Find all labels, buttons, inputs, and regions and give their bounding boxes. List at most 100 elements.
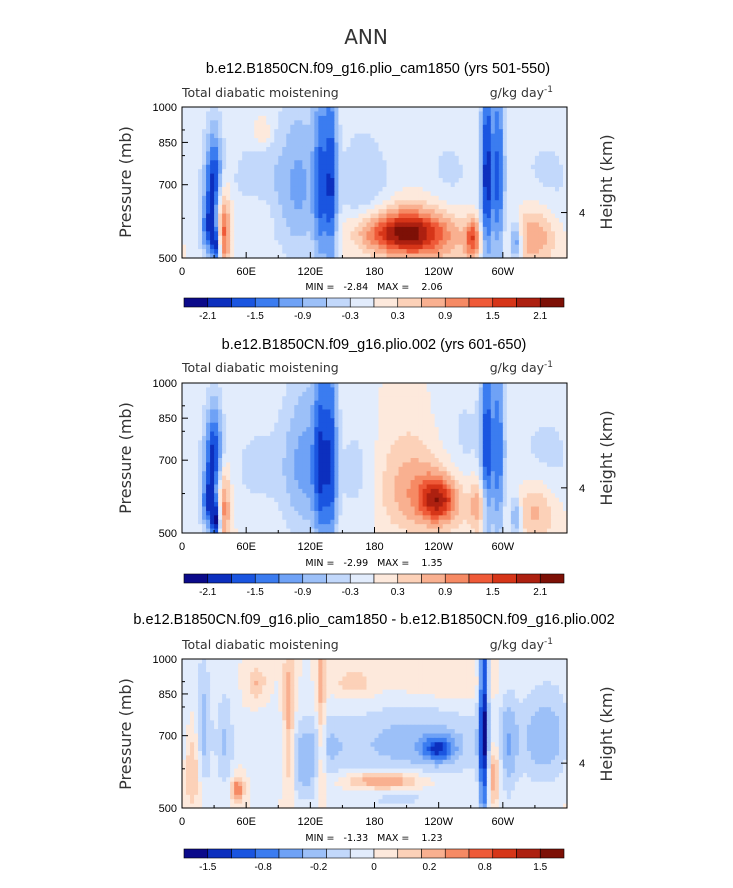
heatmap-cell xyxy=(534,160,540,166)
heatmap-cell xyxy=(490,409,496,415)
heatmap-cell xyxy=(474,204,480,210)
heatmap-cell xyxy=(294,449,299,455)
heatmap-cell xyxy=(546,182,552,188)
heatmap-cell xyxy=(250,444,255,450)
heatmap-cell xyxy=(498,195,504,201)
heatmap-cell xyxy=(498,249,504,255)
heatmap-cell xyxy=(454,253,460,259)
heatmap-cell xyxy=(386,235,392,241)
heatmap-cell xyxy=(338,427,344,433)
heatmap-cell xyxy=(354,400,360,406)
heatmap-cell xyxy=(214,427,219,433)
heatmap-cell xyxy=(230,200,235,206)
heatmap-cell xyxy=(434,120,440,126)
heatmap-cell xyxy=(298,213,303,219)
heatmap-cell xyxy=(330,182,335,188)
heatmap-cell xyxy=(454,235,460,241)
heatmap-cell xyxy=(378,440,384,446)
heatmap-cell xyxy=(514,431,520,437)
heatmap-cell xyxy=(442,115,448,121)
heatmap-cell xyxy=(266,400,271,406)
heatmap-cell xyxy=(458,191,464,197)
heatmap-cell xyxy=(358,249,364,255)
heatmap-cell xyxy=(542,422,548,428)
heatmap-cell xyxy=(242,222,247,228)
heatmap-cell xyxy=(494,453,500,459)
heatmap-cell xyxy=(366,133,372,139)
heatmap-cell xyxy=(542,391,548,397)
heatmap-cell xyxy=(422,249,428,255)
heatmap-cell xyxy=(302,431,307,437)
heatmap-cell xyxy=(466,173,472,179)
heatmap-cell xyxy=(326,387,331,393)
heatmap-cell xyxy=(450,222,456,228)
heatmap-cell xyxy=(298,391,303,397)
heatmap-cell xyxy=(242,213,247,219)
heatmap-cell xyxy=(306,155,311,161)
heatmap-cell xyxy=(434,124,440,130)
heatmap-cell xyxy=(390,396,396,402)
heatmap-cell xyxy=(338,191,344,197)
heatmap-cell xyxy=(266,169,271,175)
heatmap-cell xyxy=(554,209,560,215)
heatmap-cell xyxy=(550,115,556,121)
heatmap-cell xyxy=(370,155,376,161)
heatmap-cell xyxy=(494,195,500,201)
heatmap-cell xyxy=(466,427,472,433)
heatmap-cell xyxy=(202,413,207,419)
heatmap-cell xyxy=(266,191,271,197)
heatmap-cell xyxy=(554,396,560,402)
heatmap-cell xyxy=(374,160,380,166)
heatmap-cell xyxy=(374,418,380,424)
heatmap-cell xyxy=(198,107,203,113)
heatmap-cell xyxy=(266,178,271,184)
heatmap-cell xyxy=(438,387,444,393)
heatmap-cell xyxy=(210,146,215,153)
heatmap-cell xyxy=(250,249,255,255)
heatmap-cell xyxy=(182,173,187,179)
heatmap-cell xyxy=(346,142,352,148)
heatmap-cell xyxy=(518,195,524,201)
heatmap-cell xyxy=(406,191,412,197)
heatmap-cell xyxy=(470,453,476,459)
heatmap-cell xyxy=(438,142,444,148)
heatmap-cell xyxy=(194,409,199,415)
heatmap-cell xyxy=(482,129,488,135)
heatmap-cell xyxy=(458,440,464,446)
heatmap-cell xyxy=(558,204,564,210)
heatmap-cell xyxy=(386,120,392,126)
heatmap-cell xyxy=(386,396,392,402)
heatmap-cell xyxy=(514,151,520,157)
heatmap-cell xyxy=(506,440,512,446)
heatmap-cell xyxy=(550,151,556,157)
heatmap-cell xyxy=(442,453,448,459)
heatmap-cell xyxy=(442,191,448,197)
heatmap-cell xyxy=(290,431,295,437)
heatmap-cell xyxy=(226,186,231,192)
heatmap-cell xyxy=(418,244,424,250)
heatmap-cell xyxy=(382,231,388,237)
heatmap-cell xyxy=(458,204,464,210)
heatmap-cell xyxy=(378,142,384,148)
heatmap-cell xyxy=(330,169,335,175)
heatmap-cell xyxy=(302,186,307,192)
heatmap-cell xyxy=(358,133,364,139)
heatmap-cell xyxy=(270,444,275,450)
heatmap-cell xyxy=(466,226,472,232)
heatmap-cell xyxy=(342,124,348,130)
heatmap-cell xyxy=(250,111,255,117)
heatmap-cell xyxy=(542,160,548,166)
heatmap-cell xyxy=(322,449,327,455)
heatmap-cell xyxy=(474,124,480,130)
heatmap-cell xyxy=(262,107,267,113)
heatmap-cell xyxy=(498,226,504,232)
heatmap-cell xyxy=(514,383,520,389)
heatmap-cell xyxy=(414,120,420,126)
heatmap-cell xyxy=(438,124,444,130)
heatmap-cell xyxy=(430,107,436,113)
heatmap-cell xyxy=(214,422,219,428)
heatmap-cell xyxy=(554,444,560,450)
heatmap-cell xyxy=(370,120,376,126)
heatmap-cell xyxy=(506,186,512,192)
heatmap-cell xyxy=(414,173,420,179)
